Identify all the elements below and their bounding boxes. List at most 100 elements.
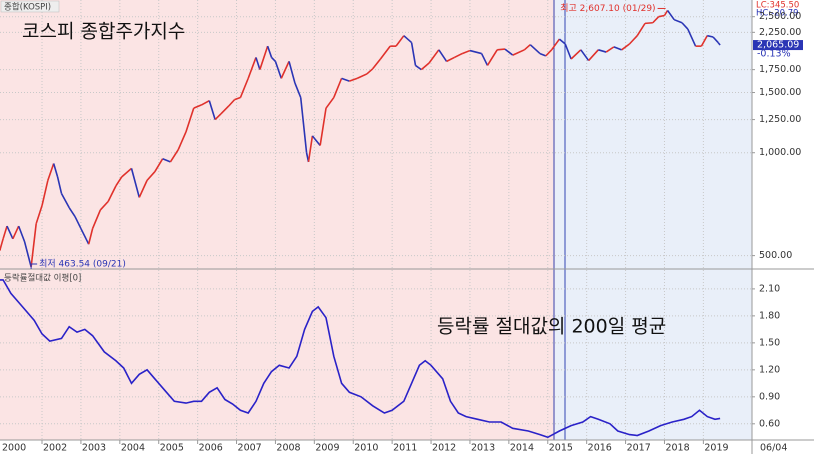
min-label: 최저 463.54 (09/21) <box>39 259 126 270</box>
x-tick-label: 2019 <box>704 443 728 454</box>
price-segment <box>486 49 498 66</box>
price-segment <box>130 168 141 198</box>
price-segment <box>91 209 102 229</box>
y-tick-label: 2.10 <box>759 283 780 294</box>
x-tick-label: 2006 <box>199 443 223 454</box>
y-tick-label: 0.60 <box>759 418 780 429</box>
price-segment <box>687 28 697 47</box>
price-segment <box>30 223 37 267</box>
y-tick-label: 500.00 <box>759 250 792 261</box>
price-segment <box>356 73 368 80</box>
price-segment <box>512 49 525 56</box>
price-segment <box>469 49 482 55</box>
max-label: 최고 2,607.10 (01/29) <box>560 3 655 14</box>
x-tick-label: 2009 <box>315 443 339 454</box>
price-segment <box>613 46 622 51</box>
price-segment <box>415 64 422 71</box>
last-value-label: 2,065.09 <box>757 40 799 51</box>
price-segment <box>658 14 665 18</box>
price-segment <box>138 180 148 198</box>
price-segment <box>162 158 171 163</box>
price-segment <box>504 48 514 56</box>
price-segment <box>47 163 55 181</box>
price-segment <box>177 131 187 151</box>
y-tick-label: 1.20 <box>759 364 780 375</box>
price-segment <box>169 149 179 163</box>
price-segment <box>539 52 547 57</box>
corner-label: HC:-20.79 <box>756 9 799 19</box>
panel-label: 등락률절대값 이평[0] <box>4 273 81 284</box>
price-segment <box>379 45 391 60</box>
price-segment <box>717 42 721 46</box>
price-segment <box>274 61 283 79</box>
price-segment <box>80 228 90 245</box>
x-tick-label: 2012 <box>432 443 456 454</box>
price-segment <box>307 135 314 163</box>
price-segment <box>598 49 607 53</box>
x-tick-label: 2008 <box>276 443 300 454</box>
price-segment <box>551 38 561 51</box>
price-segment <box>570 49 582 60</box>
price-segment <box>259 45 269 70</box>
price-segment <box>107 185 117 202</box>
price-segment <box>341 77 350 82</box>
price-segment <box>395 35 405 47</box>
y-tick-label: 1,000.00 <box>759 147 801 158</box>
panel-label-box <box>0 0 60 13</box>
x-tick-label: 2014 <box>510 443 534 454</box>
price-segment <box>497 48 506 51</box>
y-tick-label: 1.80 <box>759 310 780 321</box>
price-segment <box>461 49 471 55</box>
chart-title: 등락률 절대값의 200일 평균 <box>437 316 666 338</box>
x-tick-label: 2010 <box>354 443 378 454</box>
x-tick-label: 2002 <box>43 443 67 454</box>
price-segment <box>115 176 123 187</box>
price-segment <box>17 225 26 242</box>
price-segment <box>154 158 164 173</box>
price-segment <box>410 42 417 66</box>
price-segment <box>6 225 14 240</box>
price-segment <box>23 241 32 268</box>
price-segment <box>146 171 156 181</box>
price-segment <box>480 53 489 66</box>
min-arrow <box>30 263 38 269</box>
price-segment <box>446 56 455 63</box>
price-segment <box>0 238 4 251</box>
y-tick-label: 1,750.00 <box>759 64 801 75</box>
price-segment <box>294 82 302 98</box>
x-tick-label: 2017 <box>627 443 651 454</box>
y-tick-label: 1,500.00 <box>759 87 801 98</box>
x-tick-label: 2004 <box>121 443 145 454</box>
x-tick-label: 2011 <box>393 443 417 454</box>
price-segment <box>266 45 273 58</box>
price-segment <box>239 78 249 98</box>
price-segment <box>319 108 327 146</box>
marks <box>0 9 721 439</box>
x-tick-label: 2015 <box>549 443 573 454</box>
price-segment <box>636 22 646 37</box>
price-segment <box>700 35 708 47</box>
y-tick-label: 1.50 <box>759 337 780 348</box>
price-segment <box>372 58 382 70</box>
price-segment <box>438 49 448 62</box>
price-segment <box>666 9 675 21</box>
price-segment <box>288 61 296 84</box>
price-segment <box>214 113 222 121</box>
price-segment <box>41 180 49 206</box>
price-segment <box>60 193 70 209</box>
y-tick-label: 2,250.00 <box>759 27 801 38</box>
price-segment <box>628 35 638 45</box>
price-segment <box>208 100 216 120</box>
price-segment <box>454 52 463 59</box>
price-segment <box>201 99 210 106</box>
price-segment <box>403 35 413 44</box>
chart-title: 코스피 종합주가지수 <box>22 21 185 43</box>
price-segment <box>673 18 683 24</box>
price-segment <box>366 68 374 75</box>
price-segment <box>193 104 202 109</box>
price-segment <box>270 56 277 62</box>
price-segment <box>580 49 590 62</box>
last-value-box <box>753 40 803 51</box>
x-tick-label: 2018 <box>665 443 689 454</box>
